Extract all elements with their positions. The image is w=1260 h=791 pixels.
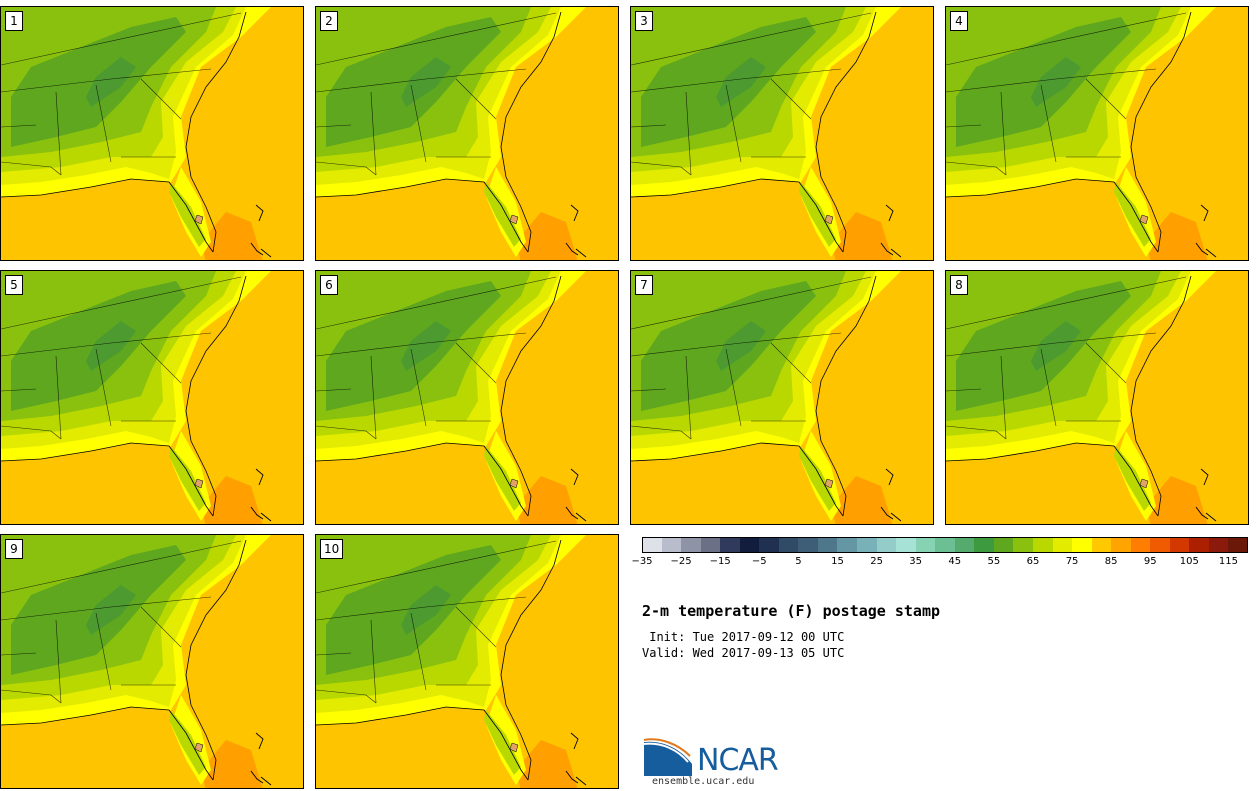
colorbar-swatch — [661, 537, 682, 553]
temperature-map-icon — [1, 535, 303, 788]
init-time: Init: Tue 2017-09-12 00 UTC — [642, 630, 845, 644]
temperature-map-icon — [316, 7, 618, 260]
colorbar-swatch — [1052, 537, 1073, 553]
colorbar-swatch — [1111, 537, 1132, 553]
colorbar-swatch — [954, 537, 975, 553]
colorbar-tick-label: −5 — [751, 556, 767, 567]
postage-stamp-panel: 1 — [0, 6, 304, 261]
postage-stamp-panel: 5 — [0, 270, 304, 525]
colorbar-swatch — [837, 537, 858, 553]
colorbar-tick-label: 85 — [1104, 556, 1118, 567]
colorbar-swatch — [1208, 537, 1229, 553]
postage-stamp-panel: 7 — [630, 270, 934, 525]
valid-time: Valid: Wed 2017-09-13 05 UTC — [642, 646, 845, 660]
member-label: 10 — [320, 539, 344, 559]
colorbar-swatch — [817, 537, 838, 553]
temperature-map-icon — [316, 535, 618, 788]
colorbar-tick-label: 95 — [1143, 556, 1157, 567]
temperature-map-icon — [631, 271, 933, 524]
colorbar-tick-label: 15 — [831, 556, 844, 567]
colorbar-swatch — [1130, 537, 1151, 553]
colorbar-swatch — [1032, 537, 1053, 553]
colorbar-tick-label: 65 — [1026, 556, 1040, 567]
member-label: 9 — [5, 539, 23, 559]
temperature-map-icon — [946, 7, 1248, 260]
colorbar-swatch — [739, 537, 760, 553]
member-label: 4 — [950, 11, 968, 31]
colorbar-swatch — [778, 537, 799, 553]
temperature-colorbar: −35 −25 −15 −5 5 15 25 35 45 55 65 75 85 95 105 115 — [631, 537, 1249, 571]
temperature-map-icon — [946, 271, 1248, 524]
colorbar-swatch — [876, 537, 897, 553]
colorbar-swatch — [857, 537, 878, 553]
colorbar-swatch — [642, 537, 663, 553]
colorbar-swatch — [993, 537, 1014, 553]
postage-stamp-panel: 2 — [315, 6, 619, 261]
colorbar-tick-label: 25 — [870, 556, 883, 567]
member-label: 5 — [5, 275, 23, 295]
colorbar-swatch — [1150, 537, 1171, 553]
colorbar-swatch — [1189, 537, 1210, 553]
colorbar-swatch — [935, 537, 956, 553]
colorbar-swatch — [759, 537, 780, 553]
member-label: 2 — [320, 11, 338, 31]
member-label: 6 — [320, 275, 338, 295]
temperature-map-icon — [1, 271, 303, 524]
colorbar-swatch — [1013, 537, 1034, 553]
colorbar-swatch — [681, 537, 702, 553]
logo-url: ensemble.ucar.edu — [652, 776, 755, 787]
member-label: 8 — [950, 275, 968, 295]
colorbar-outline — [642, 537, 1248, 553]
postage-stamp-panel: 4 — [945, 6, 1249, 261]
plot-title: 2-m temperature (F) postage stamp — [642, 602, 941, 620]
postage-stamp-panel: 10 — [315, 534, 619, 789]
temperature-map-icon — [316, 271, 618, 524]
colorbar-tick-label: 45 — [948, 556, 962, 567]
ncar-logo-icon — [643, 738, 692, 776]
member-label: 7 — [635, 275, 653, 295]
colorbar-swatch — [974, 537, 995, 553]
colorbar-tick-label: 5 — [795, 556, 802, 567]
colorbar-tick-label: 75 — [1065, 556, 1079, 567]
colorbar-tick-label: 105 — [1179, 556, 1199, 567]
colorbar-swatch — [915, 537, 936, 553]
postage-stamp-panel: 3 — [630, 6, 934, 261]
ncar-logo-text: NCAR — [697, 743, 779, 778]
colorbar-tick-label: 35 — [909, 556, 923, 567]
colorbar-swatch — [896, 537, 917, 553]
member-label: 3 — [635, 11, 653, 31]
postage-stamp-panel: 9 — [0, 534, 304, 789]
member-label: 1 — [5, 11, 23, 31]
postage-stamp-panel: 6 — [315, 270, 619, 525]
colorbar-swatch — [1091, 537, 1112, 553]
temperature-map-icon — [1, 7, 303, 260]
colorbar-tick-label: −35 — [631, 556, 653, 567]
colorbar-swatch — [720, 537, 741, 553]
colorbar-swatch — [700, 537, 721, 553]
colorbar-swatch — [1228, 537, 1249, 553]
colorbar-swatch — [1169, 537, 1190, 553]
colorbar-swatch — [798, 537, 819, 553]
postage-stamp-panel: 8 — [945, 270, 1249, 525]
colorbar-tick-label: −25 — [670, 556, 692, 567]
colorbar-tick-label: 55 — [987, 556, 1001, 567]
colorbar-tick-label: −15 — [709, 556, 731, 567]
colorbar-tick-label: 115 — [1218, 556, 1238, 567]
temperature-map-icon — [631, 7, 933, 260]
colorbar-swatch — [1072, 537, 1093, 553]
